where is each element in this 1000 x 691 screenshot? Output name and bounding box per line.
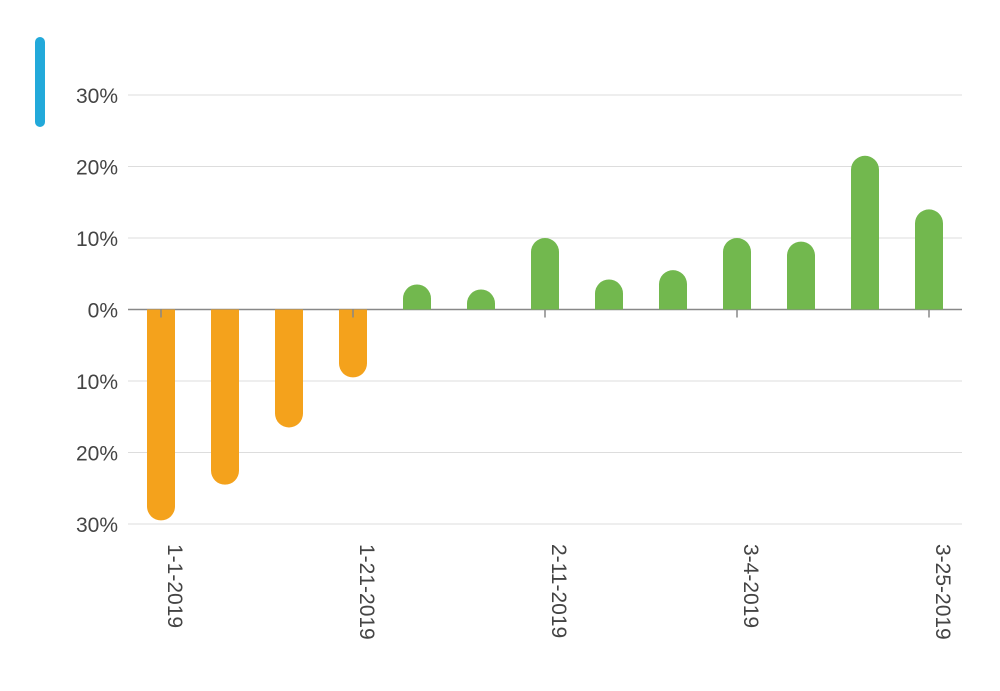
y-tick-label: 20%: [76, 443, 118, 466]
bar-1-1-2019: [147, 309, 175, 521]
x-tick-label: 1-21-2019: [355, 544, 378, 640]
x-tick-label: 2-11-2019: [547, 544, 570, 638]
grid-lines: [128, 94, 962, 525]
bar-3-25-2019: [915, 209, 943, 310]
bar-3-4-2019: [723, 238, 751, 310]
bars: [147, 155, 943, 521]
bar-2-11-2019: [531, 238, 559, 310]
y-axis-ticks: 30% 20% 10% 0% 10% 20% 30%: [76, 85, 118, 537]
bar-1-8-2019: [211, 309, 239, 485]
bar-1-21-2019: [339, 309, 367, 378]
bar-1-14-2019: [275, 309, 303, 428]
series-marker-accent: [35, 37, 45, 127]
x-tick-label: 3-4-2019: [739, 544, 762, 628]
bar-2-25-2019: [659, 270, 687, 310]
y-tick-label: 10%: [76, 228, 118, 251]
bar-2-18-2019: [595, 279, 623, 310]
x-tick-label: 3-25-2019: [931, 544, 954, 640]
bar-3-11-2019: [787, 241, 815, 310]
y-tick-label: 20%: [76, 157, 118, 180]
y-tick-label: 30%: [76, 85, 118, 108]
bar-3-18-2019: [851, 155, 879, 310]
y-tick-label: 0%: [88, 300, 118, 323]
bar-2-4-2019: [467, 289, 495, 310]
y-tick-label: 10%: [76, 371, 118, 394]
x-axis-ticks: 1-1-2019 1-21-2019 2-11-2019 3-4-2019 3-25-2…: [160, 309, 954, 640]
y-tick-label: 30%: [76, 514, 118, 537]
bar-1-28-2019: [403, 284, 431, 310]
x-tick-label: 1-1-2019: [163, 544, 186, 628]
